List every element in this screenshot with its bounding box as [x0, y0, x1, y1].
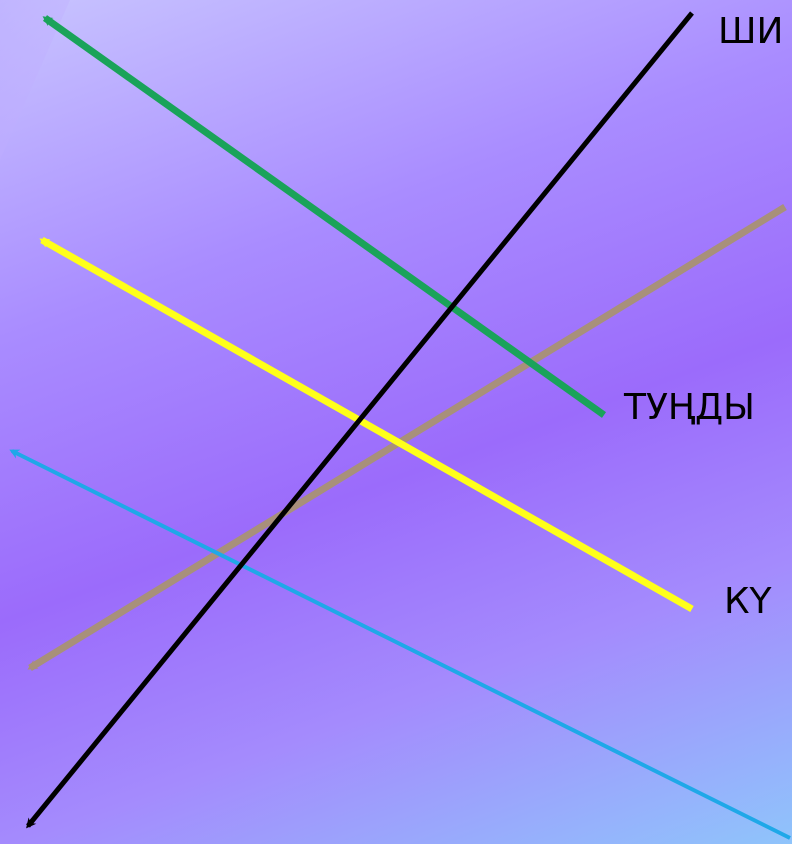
- yellow-arrow: [39, 236, 694, 613]
- tan-arrow: [27, 204, 787, 671]
- blue-arrow: [9, 449, 791, 840]
- label-bottom: КҮ: [724, 581, 772, 622]
- green-arrow: [42, 15, 607, 418]
- label-top: ШИ: [718, 11, 784, 52]
- black-line: [26, 11, 694, 829]
- label-middle: ТУҢДЫ: [624, 387, 755, 428]
